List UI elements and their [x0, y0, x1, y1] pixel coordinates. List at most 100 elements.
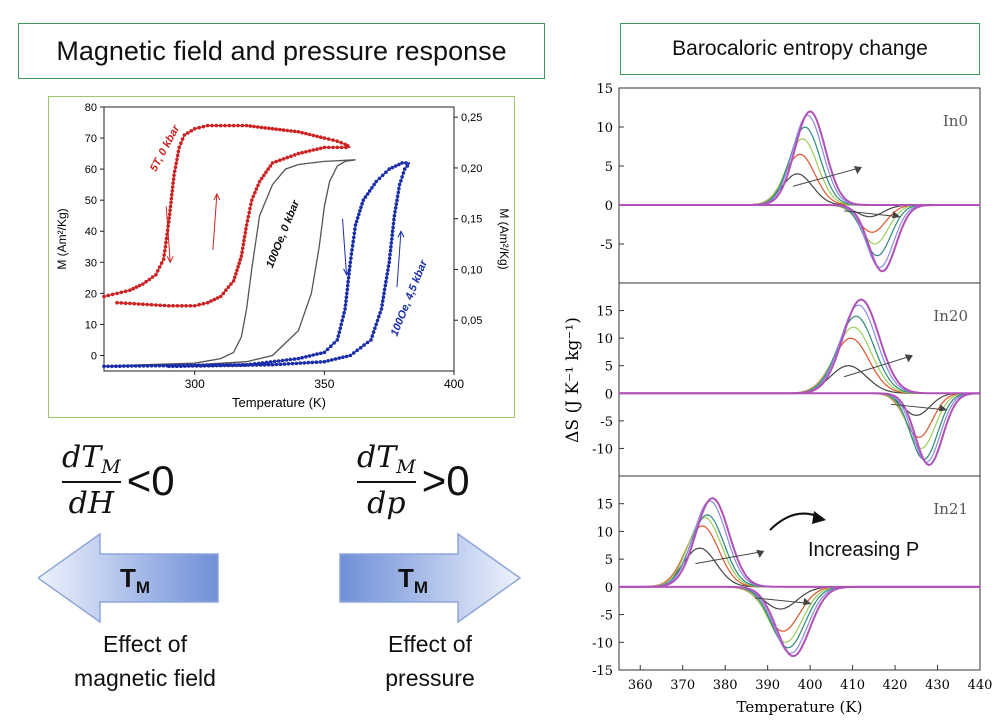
y-right-tick-label: 0,05: [461, 315, 482, 327]
data-point: [256, 183, 260, 188]
direction-arrowhead-0: [166, 256, 174, 264]
pressure-arrowhead-pos-2: [756, 549, 765, 558]
formula-right-numerator: dTM: [357, 440, 416, 478]
data-point: [249, 202, 253, 207]
data-point: [263, 126, 267, 130]
data-point: [348, 264, 352, 268]
panel-y-tick-label: 5: [605, 553, 613, 568]
plot-area: [103, 106, 455, 372]
heating-curve-0-P4: [619, 126, 980, 206]
data-point: [362, 343, 366, 347]
data-point: [167, 216, 171, 220]
data-point: [346, 279, 350, 284]
pressure-arrow-pos-0: [792, 167, 862, 187]
data-point: [253, 190, 257, 195]
data-point: [134, 285, 139, 289]
data-point: [129, 364, 134, 368]
data-point: [405, 164, 410, 168]
data-point: [397, 162, 401, 167]
x-axis-label: Temperature (K): [232, 395, 326, 410]
data-point: [290, 361, 295, 366]
data-point: [154, 272, 158, 277]
data-point: [175, 364, 179, 369]
data-point: [358, 209, 362, 213]
data-point: [390, 229, 395, 233]
data-point: [248, 124, 253, 128]
data-point: [380, 303, 384, 307]
data-point: [175, 304, 180, 308]
direction-arrowhead-3: [397, 230, 405, 238]
data-point: [304, 355, 308, 359]
data-point: [348, 353, 353, 358]
x-tick-label: 300: [185, 377, 205, 391]
data-point: [402, 167, 407, 171]
data-point: [268, 360, 273, 364]
data-point: [330, 358, 334, 362]
data-point: [250, 363, 255, 367]
data-point: [238, 363, 243, 368]
data-point: [218, 123, 223, 128]
data-point: [393, 164, 398, 168]
data-point: [231, 123, 236, 128]
data-point: [197, 302, 201, 307]
direction-arrow-1: [212, 193, 218, 250]
data-point: [230, 363, 235, 368]
arrow-left-label: TM: [120, 563, 151, 598]
data-point: [259, 176, 264, 181]
data-point: [285, 155, 290, 160]
panel-y-tick-label: -5: [600, 238, 613, 253]
data-point: [218, 363, 223, 368]
data-point: [322, 136, 327, 140]
data-point: [375, 318, 380, 323]
data-point: [226, 363, 231, 368]
data-point: [170, 185, 175, 189]
left-panel-title: Magnetic field and pressure response: [18, 23, 545, 79]
effect-left-line2: magnetic field: [74, 665, 216, 691]
data-point: [292, 129, 297, 134]
data-point: [300, 150, 304, 155]
y-tick-label: 50: [85, 195, 97, 207]
data-point: [274, 127, 278, 131]
data-point: [259, 125, 264, 130]
arrow-right-icon: TM: [338, 532, 523, 629]
panel-frame-0: [618, 87, 981, 284]
data-point: [177, 145, 181, 150]
data-point: [404, 161, 408, 165]
data-point: [388, 252, 392, 257]
data-point: [278, 158, 282, 162]
data-point: [289, 154, 293, 159]
panel-y-tick-label: 5: [605, 160, 613, 175]
data-point: [238, 257, 243, 262]
data-point: [201, 301, 206, 306]
heating-curve-1-P5: [619, 304, 980, 394]
heating-curve-0-P2: [619, 153, 980, 206]
data-point: [337, 330, 342, 334]
heating-curve-2-P5: [619, 500, 980, 588]
data-point: [162, 253, 166, 257]
effect-pressure-caption: Effect of pressure: [330, 627, 530, 695]
data-point: [274, 362, 279, 367]
data-point: [280, 358, 285, 363]
data-point: [236, 123, 240, 128]
pressure-arrowhead-neg-1: [938, 404, 948, 412]
x-tick-label: 440: [968, 678, 993, 693]
data-point: [311, 133, 316, 138]
data-point: [137, 283, 142, 288]
cooling-curve-0-P4: [619, 204, 980, 257]
data-point: [353, 223, 358, 227]
cooling-curve-1-P1: [619, 392, 980, 416]
data-point: [198, 364, 203, 368]
data-point: [158, 303, 162, 308]
data-point: [172, 169, 177, 174]
data-point: [171, 181, 175, 185]
pressure-arrowhead-neg-2: [803, 598, 812, 605]
series-label-1: 100Oe, 0 kbar: [264, 198, 302, 270]
data-point: [384, 170, 388, 174]
data-point: [322, 145, 327, 150]
data-point: [353, 227, 357, 231]
data-point: [174, 161, 178, 166]
data-point: [106, 364, 110, 369]
data-point: [247, 210, 251, 215]
increasing-p-arrow: [769, 512, 823, 531]
data-point: [131, 286, 135, 291]
